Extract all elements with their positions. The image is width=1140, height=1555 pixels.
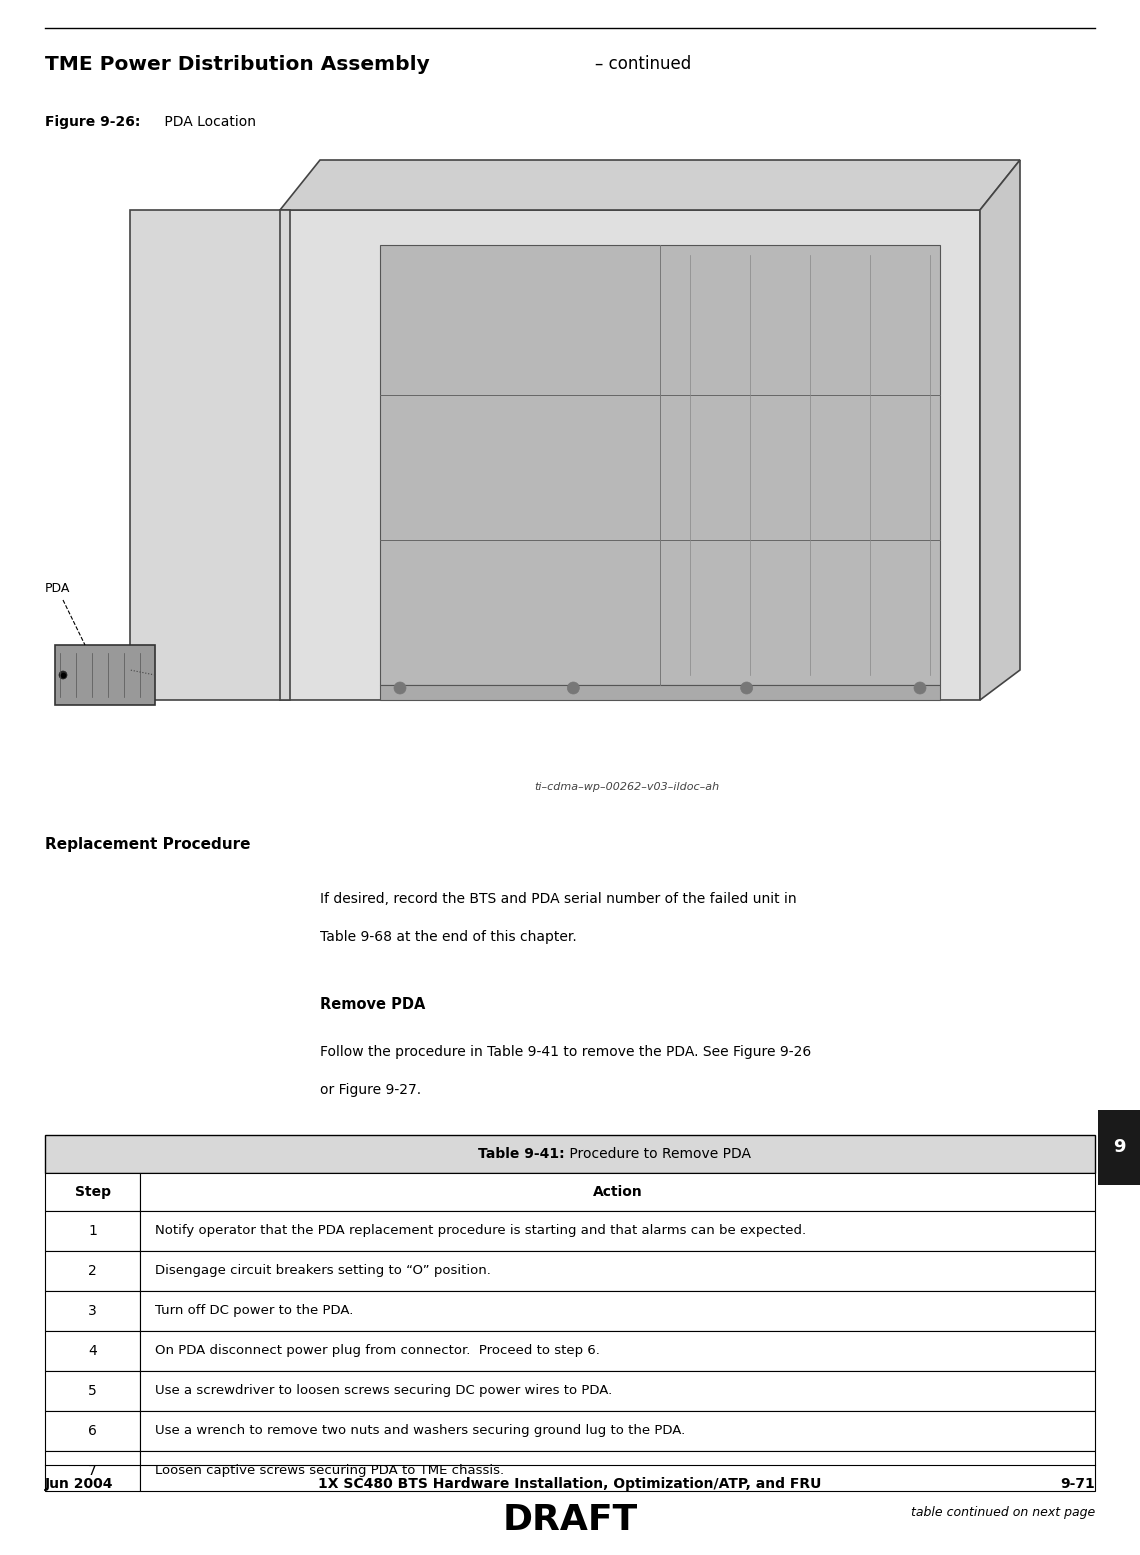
- Polygon shape: [130, 210, 290, 700]
- Text: Jun 2004: Jun 2004: [44, 1477, 114, 1491]
- Text: Figure 9-26:: Figure 9-26:: [44, 115, 140, 129]
- Text: Notify operator that the PDA replacement procedure is starting and that alarms c: Notify operator that the PDA replacement…: [155, 1224, 806, 1238]
- Polygon shape: [980, 160, 1020, 700]
- Bar: [44, 1172, 140, 1211]
- Text: Replacement Procedure: Replacement Procedure: [44, 837, 251, 852]
- Text: DRAFT: DRAFT: [503, 1504, 637, 1536]
- Bar: [140, 1410, 1096, 1451]
- Text: 3: 3: [88, 1305, 97, 1319]
- Circle shape: [741, 683, 752, 694]
- Text: Procedure to Remove PDA: Procedure to Remove PDA: [565, 1148, 751, 1162]
- Bar: [55, 645, 155, 704]
- Bar: [380, 686, 940, 700]
- Text: 2: 2: [88, 1264, 97, 1278]
- Text: Turn off DC power to the PDA.: Turn off DC power to the PDA.: [155, 1305, 353, 1317]
- Text: table continued on next page: table continued on next page: [911, 1505, 1096, 1519]
- Bar: [44, 1410, 140, 1451]
- Bar: [44, 1331, 140, 1372]
- Text: – continued: – continued: [595, 54, 691, 73]
- Circle shape: [59, 672, 67, 680]
- Bar: [140, 1372, 1096, 1410]
- Text: ti–cdma–wp–00262–v03–ildoc–ah: ti–cdma–wp–00262–v03–ildoc–ah: [535, 782, 719, 791]
- Text: 7: 7: [88, 1463, 97, 1477]
- Circle shape: [914, 683, 926, 694]
- Text: or Figure 9-27.: or Figure 9-27.: [320, 1082, 421, 1096]
- Text: Table 9-68 at the end of this chapter.: Table 9-68 at the end of this chapter.: [320, 930, 577, 944]
- Text: Use a wrench to remove two nuts and washers securing ground lug to the PDA.: Use a wrench to remove two nuts and wash…: [155, 1424, 685, 1437]
- Bar: [140, 1172, 1096, 1211]
- Bar: [44, 1211, 140, 1252]
- Text: Disengage circuit breakers setting to “O” position.: Disengage circuit breakers setting to “O…: [155, 1264, 491, 1278]
- Bar: [44, 1372, 140, 1410]
- Bar: [140, 1331, 1096, 1372]
- Text: Step: Step: [74, 1185, 111, 1199]
- Bar: [140, 1211, 1096, 1252]
- Bar: [44, 1451, 140, 1491]
- Bar: [380, 246, 940, 686]
- Circle shape: [568, 683, 579, 694]
- Text: 6: 6: [88, 1424, 97, 1438]
- Text: Follow the procedure in Table 9-41 to remove the PDA. See Figure 9-26: Follow the procedure in Table 9-41 to re…: [320, 1045, 812, 1059]
- Bar: [1098, 1110, 1140, 1185]
- Bar: [140, 1451, 1096, 1491]
- Bar: [44, 1135, 1096, 1172]
- Text: Use a screwdriver to loosen screws securing DC power wires to PDA.: Use a screwdriver to loosen screws secur…: [155, 1384, 612, 1398]
- Text: TME Power Distribution Assembly: TME Power Distribution Assembly: [44, 54, 430, 75]
- Text: Loosen captive screws securing PDA to TME chassis.: Loosen captive screws securing PDA to TM…: [155, 1465, 504, 1477]
- Text: Remove PDA: Remove PDA: [320, 997, 425, 1012]
- Circle shape: [394, 683, 406, 694]
- Polygon shape: [280, 210, 980, 700]
- Text: On PDA disconnect power plug from connector.  Proceed to step 6.: On PDA disconnect power plug from connec…: [155, 1345, 600, 1358]
- Text: Table 9-41:: Table 9-41:: [479, 1148, 565, 1162]
- Text: If desired, record the BTS and PDA serial number of the failed unit in: If desired, record the BTS and PDA seria…: [320, 893, 797, 907]
- Text: 1: 1: [88, 1224, 97, 1238]
- Text: 4: 4: [88, 1344, 97, 1358]
- Bar: [44, 1291, 140, 1331]
- Bar: [44, 1252, 140, 1291]
- Polygon shape: [280, 160, 1020, 210]
- Text: 9-71: 9-71: [1060, 1477, 1096, 1491]
- Text: 9: 9: [1113, 1138, 1125, 1157]
- Bar: [140, 1291, 1096, 1331]
- Text: PDA: PDA: [44, 582, 71, 596]
- Text: PDA Location: PDA Location: [160, 115, 256, 129]
- Text: Action: Action: [593, 1185, 642, 1199]
- Text: 5: 5: [88, 1384, 97, 1398]
- Text: 1X SC480 BTS Hardware Installation, Optimization/ATP, and FRU: 1X SC480 BTS Hardware Installation, Opti…: [318, 1477, 822, 1491]
- Bar: [140, 1252, 1096, 1291]
